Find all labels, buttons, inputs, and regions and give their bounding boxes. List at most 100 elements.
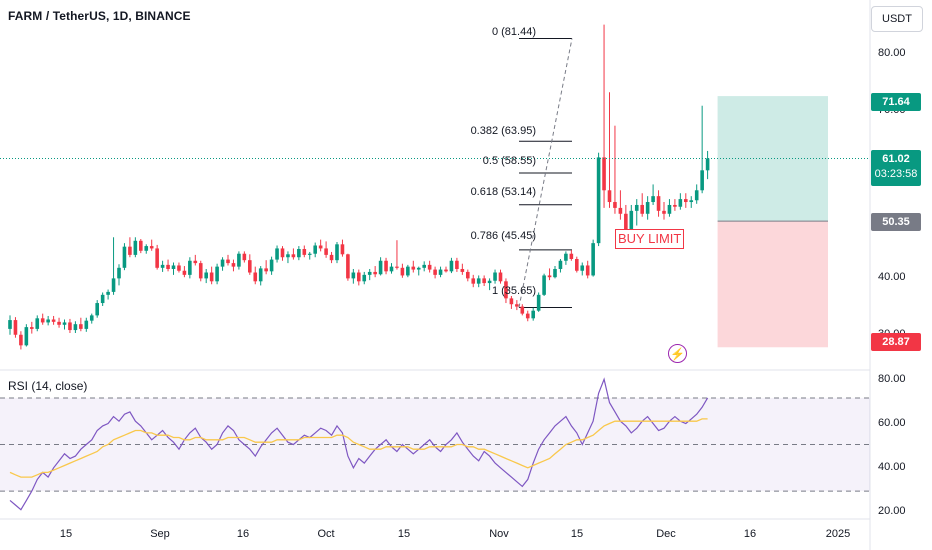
candle-body	[89, 315, 94, 321]
take-profit-zone	[717, 96, 828, 222]
candle-body	[455, 260, 459, 269]
candle-body	[324, 248, 328, 255]
candle-body	[182, 270, 187, 275]
candle-body	[694, 190, 699, 201]
fib-trend-line	[518, 38, 573, 308]
x-tick-label: Oct	[317, 528, 335, 540]
fib-label-1: 1 (35.65)	[491, 285, 536, 297]
candle-body	[144, 246, 149, 251]
candle-body	[406, 266, 410, 276]
x-tick-label: 15	[397, 528, 411, 540]
candle-body	[24, 327, 29, 346]
candle-body	[640, 204, 644, 214]
candle-body	[346, 254, 350, 279]
candle-body	[634, 204, 639, 211]
candle-body	[438, 269, 443, 275]
y-tick-label: 80.00	[878, 47, 906, 59]
candle-body	[209, 272, 214, 282]
stop-loss-zone	[717, 221, 828, 348]
candle-body	[395, 266, 399, 268]
candle-body	[313, 245, 317, 254]
candle-body	[493, 272, 497, 281]
candle-body	[220, 259, 225, 267]
candle-body	[275, 248, 279, 260]
candle-body	[160, 264, 165, 268]
candle-body	[536, 294, 541, 311]
buy-limit-label[interactable]: BUY LIMIT	[615, 229, 685, 249]
candle-body	[515, 304, 519, 307]
candle-body	[384, 260, 388, 272]
rsi-line	[9, 377, 709, 511]
candle-body	[498, 272, 503, 282]
x-tick-label: Nov	[489, 528, 509, 540]
candle-body	[433, 269, 437, 275]
candle-body	[46, 319, 50, 323]
candle-body	[280, 248, 285, 258]
fib-label-0: 0 (81.44)	[491, 26, 536, 38]
lightning-icon[interactable]: ⚡	[668, 344, 687, 363]
candle-body	[318, 245, 323, 249]
candle-body	[128, 246, 132, 255]
candle-body	[188, 260, 192, 275]
candle-body	[264, 268, 268, 272]
candle-body	[444, 269, 448, 272]
candle-body	[51, 319, 56, 322]
entry-price-tag: 50.35	[871, 213, 921, 231]
candle-body	[662, 210, 666, 214]
candle-body	[133, 240, 138, 255]
candle-body	[242, 253, 247, 261]
x-tick-label: Dec	[656, 528, 676, 540]
x-tick-label: Sep	[150, 528, 170, 540]
candle-body	[558, 260, 563, 269]
rsi-y-tick-label: 20.00	[878, 505, 906, 517]
y-tick-label: 40.00	[878, 271, 906, 283]
candle-body	[482, 278, 486, 284]
rsi-y-tick-label: 40.00	[878, 461, 906, 473]
candle-body	[471, 278, 476, 284]
candle-body	[286, 254, 290, 258]
candle-body	[329, 254, 334, 261]
candle-body	[656, 196, 661, 211]
candle-body	[487, 280, 492, 284]
candle-body	[193, 260, 198, 264]
candle-body	[79, 324, 83, 329]
candle-body	[667, 204, 672, 214]
candle-body	[651, 196, 655, 203]
candle-body	[645, 202, 650, 214]
x-tick-label: 16	[236, 528, 250, 540]
candle-body	[149, 246, 154, 249]
candle-body	[106, 291, 110, 295]
candle-body	[269, 259, 274, 272]
rsi-y-tick-label: 80.00	[878, 373, 906, 385]
candle-body	[204, 272, 208, 279]
candle-body	[226, 259, 230, 264]
candle-body	[40, 318, 45, 323]
candle-body	[624, 213, 628, 232]
last-price-value: 61.02	[882, 153, 910, 165]
candle-body	[678, 199, 683, 207]
candle-body	[389, 266, 394, 272]
candle-body	[673, 204, 677, 207]
candle-body	[378, 260, 383, 275]
candle-body	[117, 267, 121, 279]
x-tick-label: 15	[59, 528, 73, 540]
candle-body	[629, 210, 634, 232]
candle-body	[569, 253, 574, 259]
candle-body	[504, 281, 508, 299]
x-tick-label: 16	[743, 528, 757, 540]
fib-label-0786: 0.786 (45.45)	[470, 230, 536, 242]
candle-body	[564, 253, 568, 261]
currency-selector[interactable]: USDT	[871, 6, 923, 32]
candle-body	[362, 274, 367, 282]
candle-body	[607, 190, 612, 203]
candle-body	[531, 310, 535, 319]
take-profit-price-tag: 71.64	[871, 93, 921, 111]
candle-body	[231, 263, 236, 267]
candle-body	[596, 157, 601, 244]
candle-body	[689, 200, 694, 203]
candle-body	[509, 298, 514, 305]
candle-body	[400, 267, 405, 276]
candle-body	[585, 265, 590, 276]
candle-body	[155, 248, 159, 268]
